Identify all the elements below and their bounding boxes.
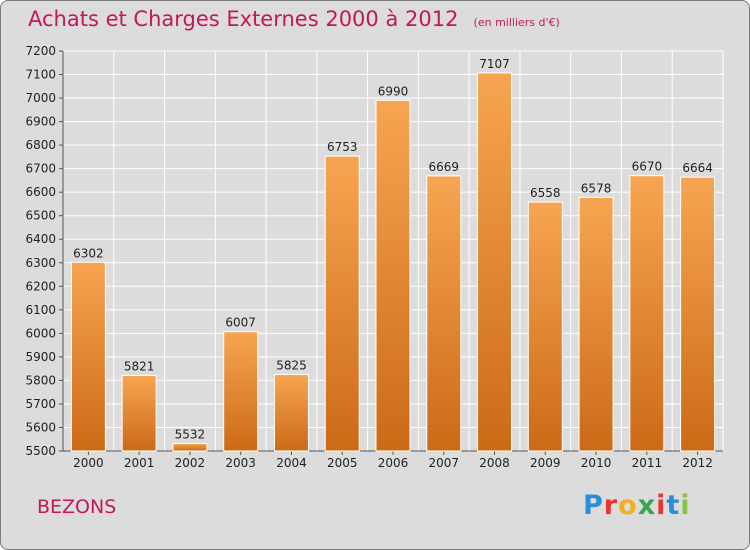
value-label-2010: 6578 [581,181,612,195]
chart-subtitle: (en milliers d'€) [473,16,560,29]
y-tick-label: 7100 [25,68,56,82]
y-tick-label: 5800 [25,373,56,387]
city-name: BEZONS [37,496,117,518]
x-tick-label-2000: 2000 [73,456,104,470]
chart-title: Achats et Charges Externes 2000 à 2012 [28,7,459,31]
value-label-2011: 6670 [632,160,663,174]
value-label-2007: 6669 [428,160,459,174]
x-tick-label-2007: 2007 [428,456,459,470]
value-label-2002: 5532 [175,427,206,441]
y-tick-label: 6900 [25,115,56,129]
x-tick-label-2006: 2006 [378,456,409,470]
y-tick-label: 5500 [25,444,56,458]
title-row: Achats et Charges Externes 2000 à 2012 (… [28,7,560,31]
y-tick-label: 6800 [25,138,56,152]
y-tick-label: 6400 [25,232,56,246]
bar-2004 [273,374,309,452]
bar-2007 [426,175,462,452]
x-tick-label-2011: 2011 [632,456,663,470]
bar-2008 [477,72,513,452]
x-tick-label-2003: 2003 [225,456,256,470]
y-tick-label: 5900 [25,350,56,364]
x-tick-label-2001: 2001 [124,456,155,470]
bar-2001 [121,374,157,452]
value-label-2001: 5821 [124,359,155,373]
y-tick-label: 6300 [25,256,56,270]
proxiti-logo: Proxiti [583,490,691,521]
bar-2011 [629,175,665,452]
y-tick-label: 6700 [25,162,56,176]
value-label-2005: 6753 [327,140,358,154]
value-label-2009: 6558 [530,186,561,200]
y-tick-labels: 5500 5600 5700 5800 5900 6000 6100 6200 6300 6400… [25,44,56,458]
y-tick-label: 5600 [25,420,56,434]
value-label-2000: 6302 [73,246,104,260]
bar-2009 [527,201,563,452]
x-tick-label-2004: 2004 [276,456,307,470]
value-label-2012: 6664 [682,161,713,175]
y-tick-label: 6200 [25,279,56,293]
value-label-2003: 6007 [225,316,256,330]
bar-2010 [578,196,614,452]
x-tick-label-2008: 2008 [479,456,510,470]
x-tick-label-2010: 2010 [581,456,612,470]
y-tick-label: 6100 [25,303,56,317]
bar-2006 [375,99,411,452]
y-tick-label: 6500 [25,209,56,223]
x-tick-label-2005: 2005 [327,456,358,470]
bar-2003 [223,331,259,452]
value-label-2004: 5825 [276,359,307,373]
bars [70,72,716,452]
bar-2005 [324,155,360,452]
bar-2012 [680,176,716,452]
x-tick-label-2012: 2012 [682,456,713,470]
y-tick-label: 6600 [25,185,56,199]
bar-2002 [172,442,208,452]
value-labels: 6302 5821 5532 6007 5825 6753 6990 6669 7107 6558… [73,57,713,442]
value-label-2006: 6990 [378,84,409,98]
y-tick-label: 5700 [25,397,56,411]
x-tick-label-2002: 2002 [175,456,206,470]
x-tick-labels: 2000 2001 2002 2003 2004 2005 2006 2007 2008 2009… [73,456,713,470]
bar-2000 [70,261,106,452]
y-tick-label: 7000 [25,91,56,105]
y-tick-label: 6000 [25,326,56,340]
y-tick-label: 7200 [25,44,56,58]
value-label-2008: 7107 [479,57,510,71]
x-tick-label-2009: 2009 [530,456,561,470]
